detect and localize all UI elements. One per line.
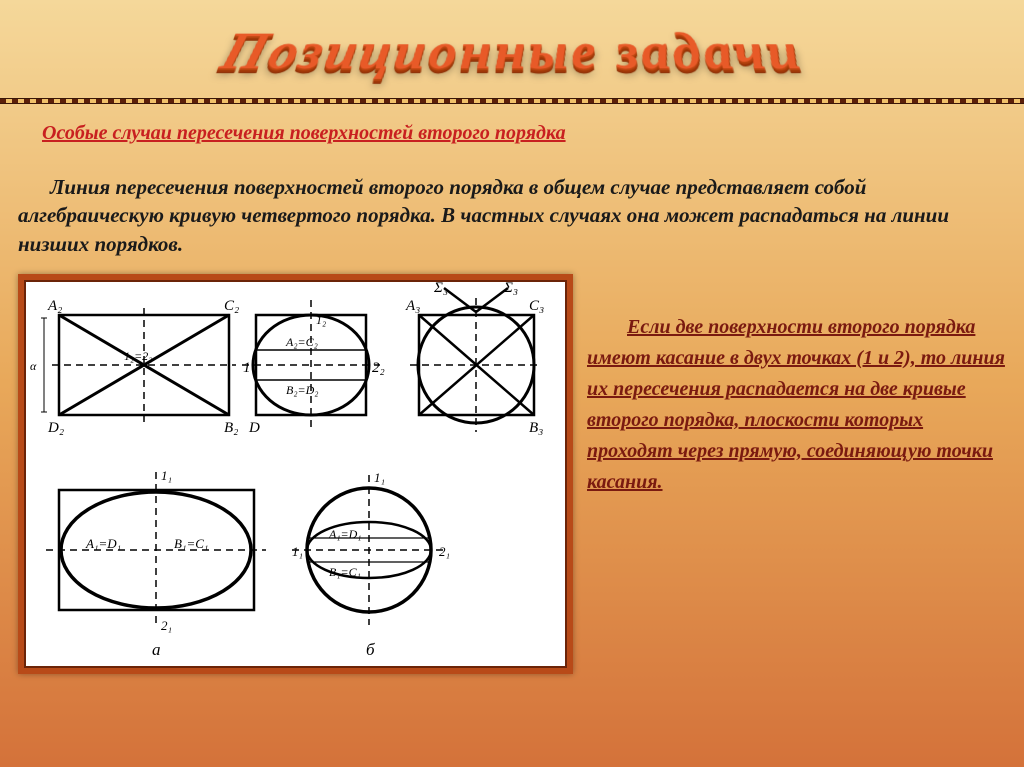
panel-a: а <box>152 640 161 659</box>
label-E3b: Σ₃ <box>503 280 518 296</box>
label-C2: C₂ <box>224 298 239 314</box>
panel-b: б <box>366 640 375 659</box>
label-D: D <box>248 420 260 436</box>
divider <box>0 98 1024 104</box>
label-A1D1: A₁=D₁ <box>85 536 121 551</box>
subtitle: Особые случаи пересечения поверхностей в… <box>42 122 1006 145</box>
label-t2: 2₁ <box>161 618 172 633</box>
label-C3: C₃ <box>529 298 544 314</box>
label-t1: 1₁ <box>161 468 172 483</box>
label-1: 1 <box>243 360 251 376</box>
svg-text:1₁: 1₁ <box>374 470 385 485</box>
label-br-11: 1₁ <box>292 544 303 559</box>
label-22: 2₂ <box>372 360 385 376</box>
label-A3: A₃ <box>405 298 420 314</box>
geometric-diagram: A₂ C₂ D₂ B₂ 1₂=2₂ α A₂=C₂ B₂=D₂ 1₂ 2₂ 1 … <box>24 280 567 668</box>
content-area: Особые случаи пересечения поверхностей в… <box>0 122 1024 674</box>
label-B2D2: B₂=D₂ <box>286 383 318 397</box>
label-br-A1D1: A₁=D₁ <box>328 527 361 541</box>
label-E3a: Σ₃ <box>433 280 448 296</box>
diagram-container: A₂ C₂ D₂ B₂ 1₂=2₂ α A₂=C₂ B₂=D₂ 1₂ 2₂ 1 … <box>18 274 573 674</box>
label-B2: B₂ <box>224 420 238 436</box>
label-br-21: 2₁ <box>439 544 450 559</box>
label-D2: D₂ <box>47 420 64 436</box>
label-1-2: 1₂ <box>316 313 326 327</box>
label-A2C2: A₂=C₂ <box>285 335 318 349</box>
label-center-tl: 1₂=2₂ <box>124 349 152 363</box>
intro-paragraph: Линия пересечения поверхностей второго п… <box>18 173 1006 258</box>
lower-row: A₂ C₂ D₂ B₂ 1₂=2₂ α A₂=C₂ B₂=D₂ 1₂ 2₂ 1 … <box>18 274 1006 674</box>
page-title: Позиционные задачи <box>0 6 1024 91</box>
label-A2: A₂ <box>47 298 62 314</box>
label-B1C1: B₁=C₁ <box>174 536 208 551</box>
side-paragraph: Если две поверхности второго порядка име… <box>587 274 1006 674</box>
label-B3: B₃ <box>529 420 543 436</box>
svg-text:α: α <box>30 359 37 373</box>
label-br-B1C1: B₁=C₁ <box>329 565 361 579</box>
